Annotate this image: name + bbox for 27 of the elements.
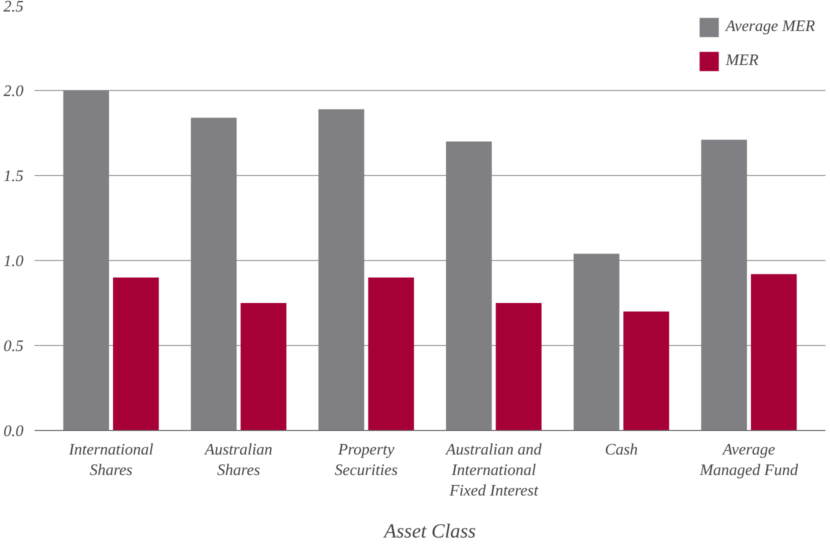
y-tick-label: 1.0 [4,253,24,270]
bar [113,278,159,430]
bar [574,254,620,430]
bar [496,303,542,430]
legend-label: Average MER [726,18,815,36]
y-tick-label: 0.0 [4,423,24,440]
x-tick-label: Cash [604,442,638,458]
bar [623,312,670,430]
y-tick-label: 2.0 [4,83,24,100]
bar [190,118,237,430]
bar [750,274,797,430]
bar [368,278,414,430]
y-tick-label: 1.5 [4,168,24,185]
y-tick-label: 0.5 [4,338,24,355]
bar [701,140,747,430]
x-axis-title: Asset Class [382,520,476,542]
bar [240,303,286,430]
bar [446,142,492,430]
y-tick-label: 2.5 [4,0,24,16]
x-tick-label: Property Securities [334,442,398,479]
x-tick-label: International Shares [68,442,154,479]
bar [63,90,110,430]
bar [318,109,364,430]
x-tick-label: Australian and International Fixed Interest [445,442,543,500]
x-tick-label: Australian Shares [204,442,272,479]
legend-label: MER [726,52,759,70]
x-tick-label: Average Managed Fund [698,442,800,479]
